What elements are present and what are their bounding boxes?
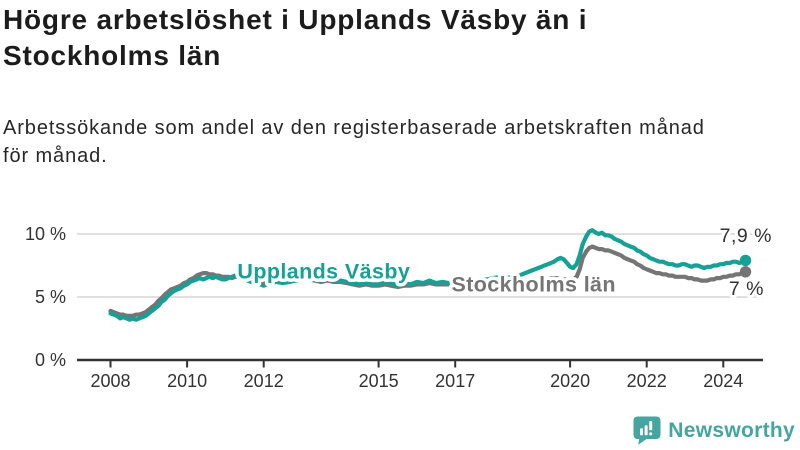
chart-subtitle-line2: för månad. [3,145,108,167]
y-tick-label-5: 5 % [35,287,66,307]
x-tick-label-2017: 2017 [435,371,475,391]
y-tick-label-10: 10 % [25,224,66,244]
x-tick-label-2022: 2022 [627,371,667,391]
x-tick-label-2012: 2012 [244,371,284,391]
chart-subtitle-line1: Arbetssökande som andel av den registerb… [3,117,705,139]
page-title-line1: Högre arbetslöshet i Upplands Väsby än i [3,4,588,35]
chart-subtitle: Arbetssökande som andel av den registerb… [3,114,773,170]
page-title-line2: Stockholms län [3,40,222,71]
page-title: Högre arbetslöshet i Upplands Väsby än i… [3,2,748,74]
x-tick-label-2015: 2015 [359,371,399,391]
bar-chart-speech-bubble-icon [633,416,661,445]
end-value-label-stockholms-l-n: 7 % [729,278,764,300]
end-dot-stockholms-l-n [739,266,752,278]
x-tick-label-2020: 2020 [550,371,590,391]
newsworthy-logo: Newsworthy [633,416,795,445]
x-tick-label-2008: 2008 [90,371,130,391]
x-tick-label-2024: 2024 [703,371,743,391]
series-label-upplands-v-sby: Upplands Väsby [237,260,410,284]
series-line-upplands-v-sby [108,228,748,322]
newsworthy-logo-text: Newsworthy [668,418,795,442]
x-tick-label-2010: 2010 [167,371,207,391]
series-line-stockholms-l-n [108,244,748,318]
series-label-stockholms-l-n: Stockholms län [451,273,616,297]
y-tick-label-0: 0 % [35,350,66,370]
end-value-label-upplands-v-sby: 7,9 % [720,225,772,247]
end-dot-upplands-v-sby [739,254,752,267]
